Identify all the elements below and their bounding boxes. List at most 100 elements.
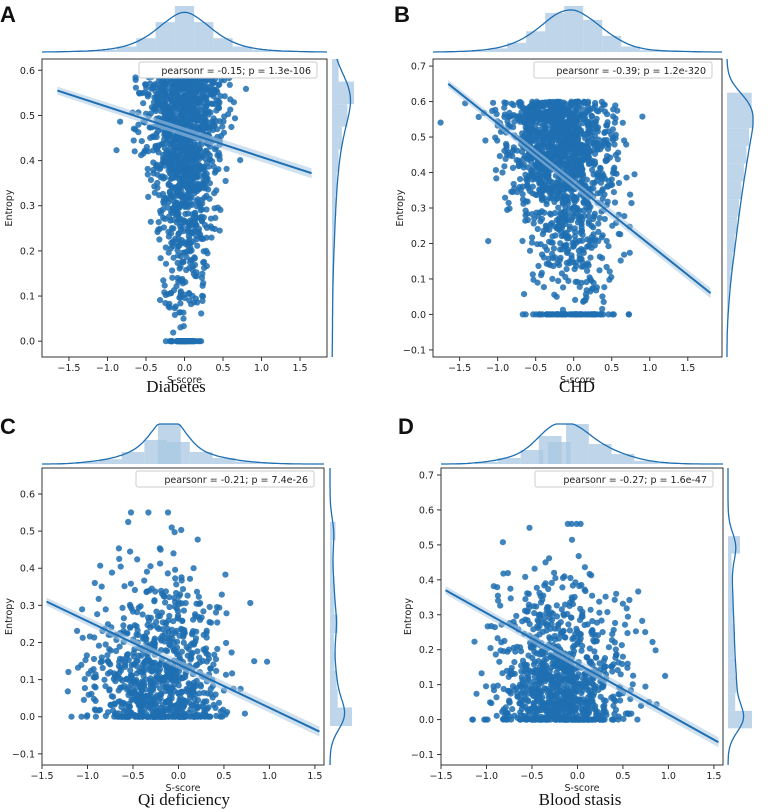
scatter-point (119, 604, 126, 612)
scatter-point (492, 167, 499, 174)
scatter-point (139, 611, 146, 618)
scatter-point (183, 254, 190, 261)
scatter-point (168, 230, 175, 237)
scatter-point (217, 708, 224, 715)
scatter-point (566, 106, 573, 113)
scatter-point (510, 124, 517, 131)
scatter-point (611, 639, 618, 646)
scatter-point (199, 89, 207, 96)
scatter-point (557, 221, 564, 228)
scatter-point (552, 254, 559, 261)
scatter-point (588, 680, 596, 687)
scatter-point (173, 283, 180, 290)
scatter-point (163, 115, 171, 122)
scatter-point (156, 685, 164, 692)
scatter-point (88, 667, 95, 674)
scatter-point (551, 209, 559, 217)
scatter-point (84, 712, 91, 719)
scatter-point (548, 220, 555, 227)
scatter-point (610, 189, 618, 196)
scatter-point (535, 658, 542, 665)
scatter-point (157, 207, 164, 215)
scatter-point (194, 114, 201, 121)
scatter-point (108, 569, 116, 576)
scatter-point (172, 235, 179, 242)
scatter-point (560, 106, 567, 113)
scatter-point (554, 704, 561, 712)
y-axis-label: Entropy (4, 189, 15, 226)
scatter-point (184, 652, 191, 659)
scatter-point (164, 509, 172, 516)
scatter-point (614, 156, 621, 163)
scatter-point (205, 186, 212, 193)
scatter-point (504, 570, 511, 577)
scatter-point (127, 671, 135, 679)
scatter-point (104, 652, 111, 659)
scatter-point (520, 161, 527, 168)
scatter-point (604, 145, 612, 152)
scatter-point (537, 611, 544, 618)
scatter-point (163, 95, 170, 102)
scatter-point (251, 658, 258, 665)
scatter-point (556, 262, 563, 269)
scatter-point (162, 599, 169, 606)
scatter-point (209, 126, 217, 134)
scatter-point (166, 594, 173, 601)
scatter-point (135, 691, 142, 698)
scatter-point (173, 145, 180, 152)
scatter-point (176, 276, 183, 283)
scatter-point (190, 565, 197, 572)
scatter-point (487, 645, 494, 652)
scatter-point (157, 297, 164, 304)
scatter-point (518, 662, 525, 669)
scatter-point (565, 233, 572, 240)
scatter-point (560, 664, 568, 671)
scatter-point (528, 682, 535, 689)
scatter-point (531, 565, 538, 572)
scatter-point (578, 581, 585, 589)
scatter-point (539, 231, 547, 238)
marginal-y-bar (727, 181, 742, 200)
x-tick-label: −0.5 (121, 771, 144, 782)
scatter-point (500, 648, 507, 655)
scatter-point (581, 564, 589, 571)
scatter-point (198, 218, 206, 225)
scatter-point (578, 228, 586, 235)
scatter-point (499, 169, 506, 176)
scatter-point (623, 174, 630, 181)
scatter-point (604, 198, 611, 205)
scatter-point (165, 291, 172, 298)
x-tick-label: 1.0 (661, 771, 676, 782)
scatter-point (437, 119, 444, 126)
y-tick-label: 0.3 (411, 204, 426, 215)
x-tick-label: −1.0 (96, 363, 119, 374)
scatter-point (573, 625, 580, 632)
scatter-point (558, 606, 565, 613)
scatter-point (519, 657, 527, 664)
scatter-point (185, 233, 192, 240)
scatter-point (157, 255, 164, 262)
scatter-point (193, 150, 200, 157)
marginal-x-bar (136, 38, 156, 52)
y-axis-label: Entropy (395, 189, 406, 226)
scatter-point (586, 570, 593, 578)
scatter-point (187, 706, 194, 713)
scatter-point (595, 220, 602, 227)
scatter-point (608, 274, 615, 281)
scatter-point (587, 186, 594, 193)
scatter-point (95, 595, 102, 603)
scatter-point (551, 660, 558, 668)
scatter-point (201, 172, 209, 179)
scatter-point (183, 145, 190, 152)
scatter-point (510, 112, 517, 119)
scatter-point (117, 118, 124, 125)
marginal-y-bar (330, 670, 337, 689)
scatter-point (541, 209, 548, 216)
scatter-point (536, 589, 543, 597)
scatter-point (168, 239, 175, 246)
scatter-point (147, 218, 154, 225)
x-tick-label: 1.0 (642, 363, 657, 374)
scatter-point (203, 698, 210, 705)
scatter-point (547, 635, 554, 643)
scatter-point (558, 195, 565, 202)
